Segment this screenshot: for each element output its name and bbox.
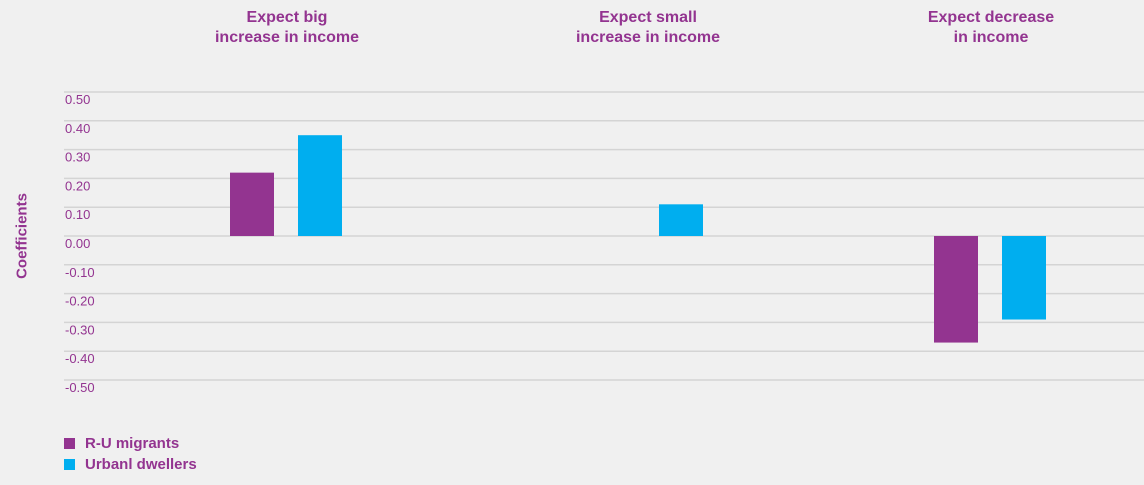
y-tick-label: -0.50 [65, 380, 95, 395]
category-title-2-line-1: Expect small [599, 9, 697, 26]
y-tick-label: 0.30 [65, 150, 90, 165]
category-title-1: Expect big increase in income [157, 8, 417, 48]
category-title-3-line-2: in income [953, 29, 1029, 46]
y-tick-label: 0.50 [65, 92, 90, 107]
legend-item-ru-migrants: R-U migrants [64, 433, 197, 454]
legend: R-U migrants Urbanl dwellers [64, 433, 197, 475]
legend-label-ru-migrants: R-U migrants [85, 435, 180, 452]
y-axis-label: Coefficients [13, 193, 31, 279]
legend-swatch-ru-migrants [64, 438, 75, 449]
bar-urban-dwellers-3 [1002, 236, 1046, 320]
y-tick-label: 0.10 [65, 207, 90, 222]
y-tick-label: 0.00 [65, 236, 90, 251]
legend-swatch-urban-dwellers [64, 459, 75, 470]
bar-ru-migrants-3 [934, 236, 978, 343]
legend-item-urban-dwellers: Urbanl dwellers [64, 454, 197, 475]
category-title-2-line-2: increase in income [575, 29, 721, 46]
category-title-1-line-2: increase in income [214, 29, 360, 46]
bar-ru-migrants-1 [230, 172, 274, 236]
y-tick-label: 0.20 [65, 178, 90, 193]
bar-urban-dwellers-2 [659, 204, 703, 236]
category-title-2: Expect small increase in income [518, 8, 778, 48]
y-tick-label: -0.20 [65, 294, 95, 309]
category-title-1-line-1: Expect big [246, 9, 328, 26]
category-title-3: Expect decrease in income [861, 8, 1121, 48]
y-tick-label: -0.30 [65, 322, 95, 337]
bar-urban-dwellers-1 [298, 135, 342, 236]
y-tick-label: 0.40 [65, 121, 90, 136]
category-title-3-line-1: Expect decrease [927, 9, 1055, 26]
legend-label-urban-dwellers: Urbanl dwellers [85, 456, 197, 473]
y-tick-label: -0.10 [65, 265, 95, 280]
y-tick-label: -0.40 [65, 351, 95, 366]
